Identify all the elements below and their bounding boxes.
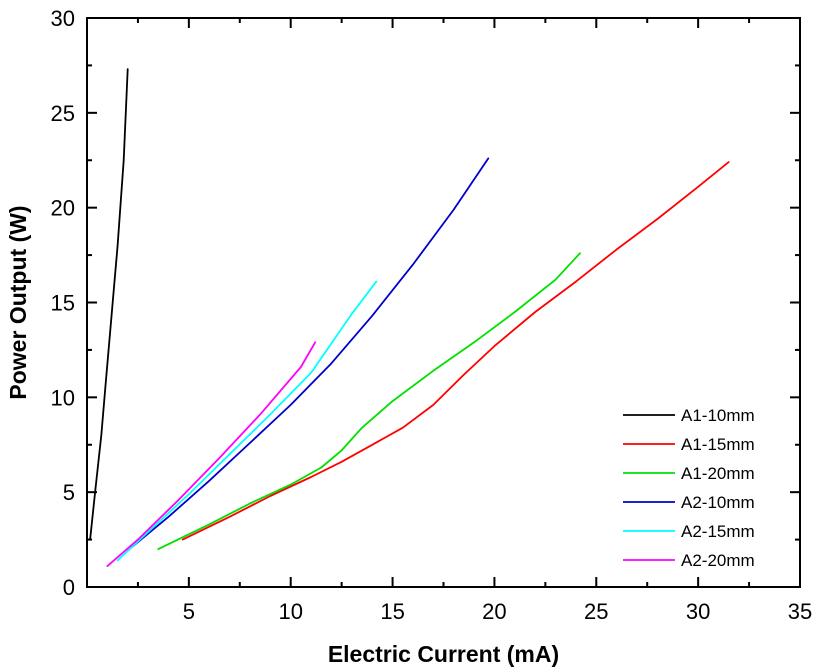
- series-line-a1-20mm: [157, 252, 581, 550]
- y-tick-label: 10: [51, 385, 75, 410]
- y-tick-label: 30: [51, 6, 75, 31]
- legend-entry: A2-10mm: [623, 493, 755, 512]
- series-line-a2-10mm: [130, 157, 490, 549]
- y-tick-label: 5: [63, 480, 75, 505]
- series-layer: [89, 68, 730, 567]
- legend-entry: A2-15mm: [623, 522, 755, 541]
- x-tick-label: 35: [788, 599, 812, 624]
- x-tick-label: 10: [278, 599, 302, 624]
- series-line-a1-10mm: [89, 68, 129, 541]
- y-tick-label: 15: [51, 291, 75, 316]
- series-line-a2-15mm: [116, 280, 378, 562]
- legend-label: A1-15mm: [681, 435, 755, 454]
- y-tick-label: 25: [51, 101, 75, 126]
- x-tick-label: 5: [183, 599, 195, 624]
- legend-entry: A1-20mm: [623, 464, 755, 483]
- legend-label: A1-20mm: [681, 464, 755, 483]
- legend-entry: A2-20mm: [623, 551, 755, 570]
- legend-label: A1-10mm: [681, 406, 755, 425]
- x-tick-label: 15: [380, 599, 404, 624]
- legend-label: A2-15mm: [681, 522, 755, 541]
- x-axis-title: Electric Current (mA): [328, 641, 559, 667]
- legend-label: A2-20mm: [681, 551, 755, 570]
- legend-entry: A1-15mm: [623, 435, 755, 454]
- x-tick-label: 25: [584, 599, 608, 624]
- x-tick-label: 30: [686, 599, 710, 624]
- x-tick-label: 20: [482, 599, 506, 624]
- series-line-a1-15mm: [181, 161, 730, 541]
- y-tick-label: 20: [51, 196, 75, 221]
- y-tick-label: 0: [63, 575, 75, 600]
- y-axis-title: Power Output (W): [5, 205, 31, 399]
- series-line-a2-20mm: [106, 341, 317, 567]
- legend-entry: A1-10mm: [623, 406, 755, 425]
- legend: A1-10mm A1-15mm A1-20mm A2-10mm A2-15mm A2-20…: [623, 406, 755, 570]
- axes: 5 10 15 20 25 30 35 0 5 10 15 20 25 30: [51, 6, 813, 624]
- legend-label: A2-10mm: [681, 493, 755, 512]
